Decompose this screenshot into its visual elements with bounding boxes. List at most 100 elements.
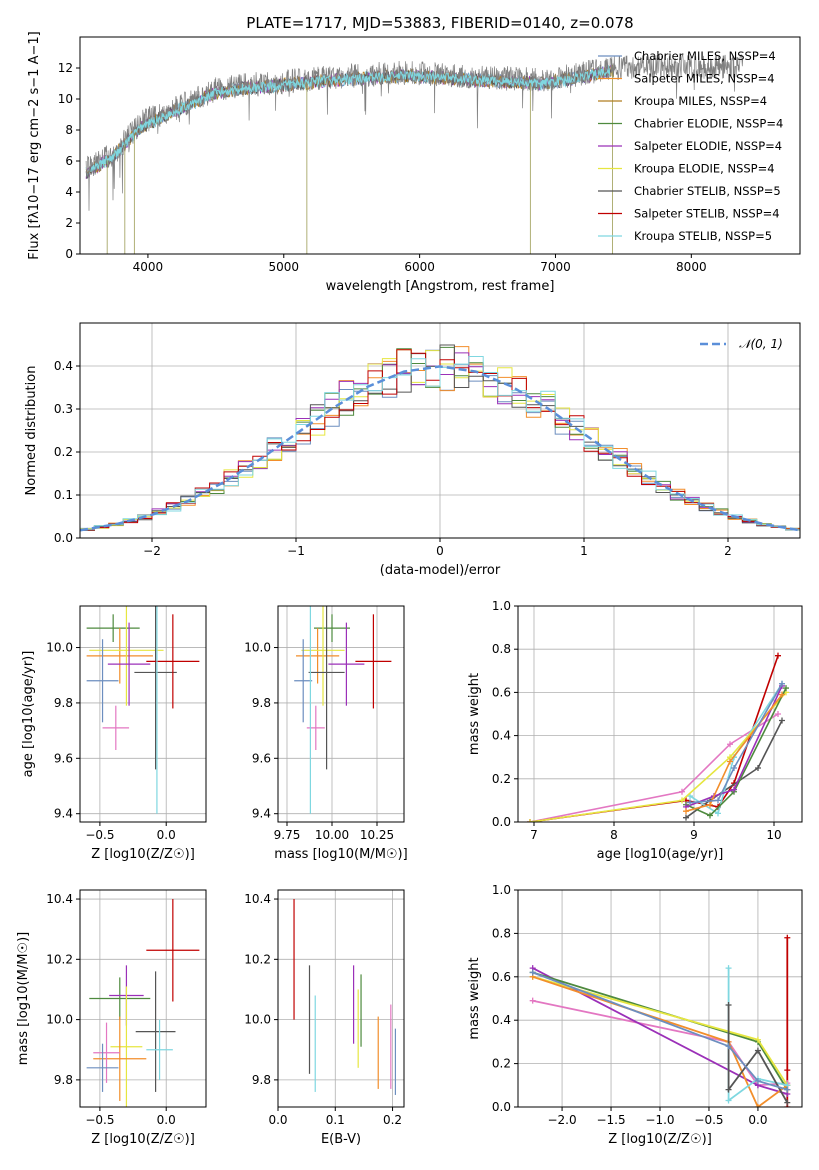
point-marker <box>784 1086 791 1093</box>
age-z-panel-background <box>80 606 206 822</box>
x-tick-label: −0.5 <box>85 828 114 842</box>
legend-label: Chabrier MILES, NSSP=4 <box>634 49 776 63</box>
x-tick-label: 2 <box>724 544 732 558</box>
legend-label: Chabrier STELIB, NSSP=5 <box>634 184 781 198</box>
error-point <box>355 614 392 709</box>
point-marker <box>715 810 721 817</box>
spectrum-panel: 4000 5000 6000 7000 8000 0 2 4 6 8 10 12 wavelength … <box>27 31 801 294</box>
error-point <box>93 1022 120 1083</box>
error-point <box>110 986 143 1107</box>
y-axis-label: mass weight <box>467 957 482 1039</box>
error-point <box>102 705 130 750</box>
y-tick-label: 0.4 <box>54 359 73 373</box>
x-tick-label: 7000 <box>540 260 571 274</box>
histogram-panel: −2 −1 0 1 2 0.0 0.1 0.2 0.3 0.4 (data-model)/error… <box>24 322 801 578</box>
legend-label: Kroupa STELIB, NSSP=5 <box>634 229 772 243</box>
model-spectrum-line <box>90 68 611 173</box>
point-marker <box>683 808 689 815</box>
error-point <box>314 614 350 642</box>
point-marker <box>784 1099 791 1106</box>
y-tick-label: 9.4 <box>54 807 73 821</box>
mass-z-panel-plot-area <box>86 899 200 1107</box>
point-marker <box>529 997 536 1004</box>
axes-frame <box>79 605 207 823</box>
error-point <box>328 622 365 706</box>
histogram-panel-plot-area <box>80 344 800 532</box>
y-tick-label: 10.0 <box>244 1013 271 1027</box>
x-axis-label: Z [log10(Z/Z☉)] <box>91 1132 195 1147</box>
x-tick-label: −1.5 <box>596 1113 625 1127</box>
mw-age-panel-plot-area <box>527 652 789 822</box>
age-mass-panel-background <box>278 606 404 822</box>
y-axis-label: Normed distribution <box>24 366 39 496</box>
y-tick-label: 10.2 <box>46 952 73 966</box>
point-marker <box>715 797 721 804</box>
y-tick-label: 0.2 <box>492 772 511 786</box>
y-tick-label: 9.8 <box>252 696 271 710</box>
y-tick-label: 9.4 <box>252 807 271 821</box>
x-tick-label: 0.2 <box>383 1113 402 1127</box>
y-tick-label: 1.0 <box>492 599 511 613</box>
x-tick-label: 0.0 <box>157 1113 176 1127</box>
mw-z-panel-plot-area <box>529 934 791 1107</box>
y-tick-label: 1.0 <box>492 883 511 897</box>
point-marker <box>683 814 689 821</box>
y-tick-label: 9.8 <box>54 1073 73 1087</box>
point-marker <box>731 765 737 771</box>
y-tick-label: 0.4 <box>492 729 511 743</box>
x-tick-label: −1 <box>287 544 305 558</box>
x-axis-label: E(B-V) <box>321 1132 361 1147</box>
panels: 4000 5000 6000 7000 8000024681012wavelength … <box>16 31 803 1147</box>
series-line <box>689 683 783 804</box>
y-tick-label: 0.6 <box>492 970 511 984</box>
y-tick-label: 0.6 <box>492 685 511 699</box>
point-marker <box>775 711 781 717</box>
data-spectrum-line <box>85 54 744 211</box>
figure-title: PLATE=1717, MJD=53883, FIBERID=0140, z=0… <box>246 14 633 32</box>
error-point <box>89 606 164 706</box>
y-tick-label: 6 <box>65 154 73 168</box>
point-marker <box>527 819 533 822</box>
y-tick-label: 0.0 <box>54 531 73 545</box>
point-marker <box>679 797 685 804</box>
histogram-step <box>80 346 800 531</box>
axes-frame <box>277 889 405 1108</box>
y-tick-label: 10 <box>58 92 73 106</box>
error-point <box>89 977 151 1020</box>
point-marker <box>779 680 785 687</box>
y-tick-label: 10.0 <box>46 641 73 655</box>
age-mass-panel-plot-area <box>294 606 392 814</box>
y-tick-label: 0 <box>65 247 73 261</box>
point-marker <box>725 965 732 972</box>
axes-frame <box>517 605 803 823</box>
normal-curve <box>80 365 800 532</box>
x-tick-label: 0.1 <box>326 1113 345 1127</box>
point-marker <box>754 1036 761 1043</box>
point-marker <box>725 1086 732 1093</box>
point-marker <box>755 765 761 771</box>
y-tick-label: 10.4 <box>46 892 73 906</box>
y-tick-label: 2 <box>65 216 73 230</box>
x-tick-label: 9.75 <box>274 828 301 842</box>
y-tick-label: 10.4 <box>244 892 271 906</box>
x-tick-label: 1 <box>580 544 588 558</box>
series-line <box>685 720 783 819</box>
y-tick-label: 10.2 <box>244 952 271 966</box>
age-z-panel: −0.5 0.0 9.4 9.6 9.8 10.0 Z [log10(Z/Z☉)] age [… <box>21 605 207 862</box>
age-mass-panel: 9.75 10.00 10.25 9.4 9.6 9.8 10.0 mass [log10(M… <box>244 605 408 862</box>
x-tick-label: 0.0 <box>748 1113 767 1127</box>
mass-z-panel: −0.5 0.0 9.8 10.0 10.2 10.4 Z [log10(Z/Z☉)] mas… <box>16 889 207 1147</box>
error-point <box>146 1019 173 1080</box>
legend-label: Salpeter STELIB, NSSP=4 <box>634 207 780 221</box>
x-axis-label: Z [log10(Z/Z☉)] <box>91 847 195 862</box>
legend-label: Kroupa MILES, NSSP=4 <box>634 94 767 108</box>
spectrum-panel-plot-area <box>85 54 744 254</box>
x-tick-label: 10.00 <box>315 828 349 842</box>
x-tick-label: −2.0 <box>547 1113 576 1127</box>
x-tick-label: −0.5 <box>694 1113 723 1127</box>
x-tick-label: 5000 <box>269 260 300 274</box>
x-tick-label: −0.5 <box>85 1113 114 1127</box>
point-marker <box>775 652 781 659</box>
axes-frame <box>277 605 405 823</box>
y-tick-label: 0.2 <box>492 1057 511 1071</box>
